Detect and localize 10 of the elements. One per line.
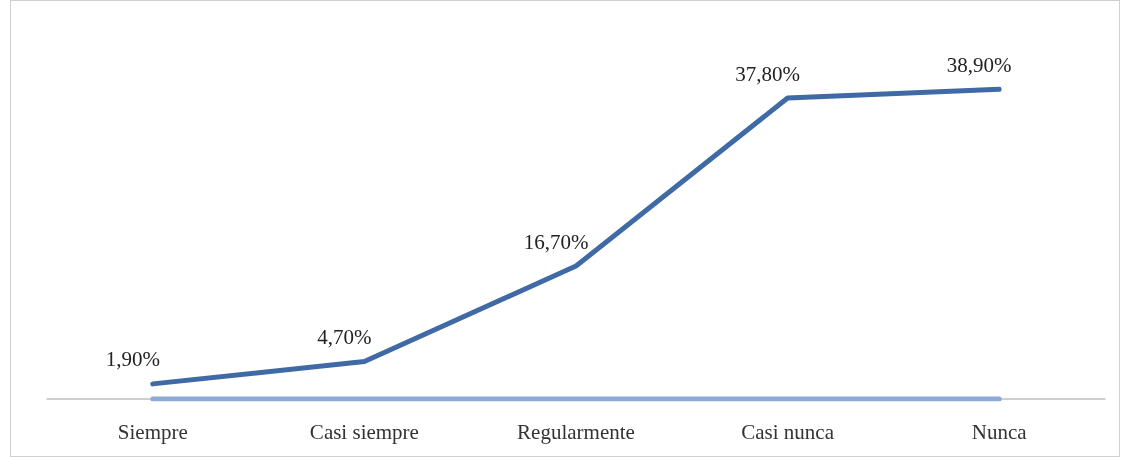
x-tick-label: Regularmente	[517, 419, 635, 444]
x-tick-label: Casi nunca	[741, 419, 835, 444]
data-label: 16,70%	[523, 229, 589, 254]
data-label: 37,80%	[735, 61, 800, 86]
data-label: 1,90%	[105, 347, 160, 372]
x-tick-label: Siempre	[117, 419, 188, 444]
x-tick-label: Casi siempre	[309, 419, 419, 444]
x-tick-label: Nunca	[971, 419, 1028, 444]
data-label: 38,90%	[946, 52, 1012, 77]
data-label: 4,70%	[317, 325, 372, 350]
